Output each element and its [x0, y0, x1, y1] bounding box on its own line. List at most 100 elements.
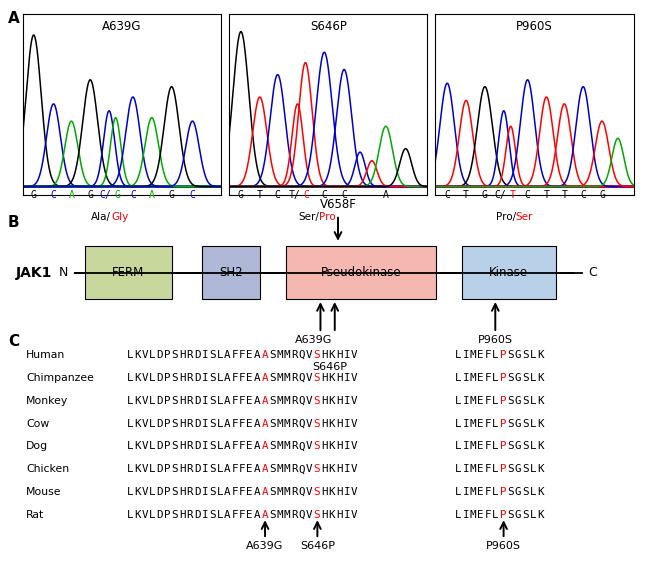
- Text: F: F: [239, 510, 246, 520]
- Text: A: A: [254, 510, 261, 520]
- Text: M: M: [284, 464, 290, 474]
- Text: V: V: [351, 373, 358, 383]
- Text: L: L: [530, 373, 536, 383]
- Text: M: M: [276, 510, 283, 520]
- Text: Q: Q: [299, 510, 305, 520]
- Text: G: G: [31, 190, 36, 200]
- Text: M: M: [276, 350, 283, 360]
- Text: I: I: [202, 373, 208, 383]
- Text: L: L: [216, 350, 223, 360]
- Text: C: C: [275, 190, 281, 200]
- Text: A: A: [254, 350, 261, 360]
- FancyBboxPatch shape: [462, 246, 556, 299]
- Text: K: K: [135, 373, 141, 383]
- Text: Q: Q: [299, 350, 305, 360]
- Text: K: K: [537, 441, 543, 451]
- Text: F: F: [239, 487, 246, 497]
- Text: M: M: [276, 418, 283, 429]
- Text: L: L: [127, 510, 133, 520]
- Text: C/: C/: [99, 190, 111, 200]
- Text: R: R: [291, 464, 298, 474]
- Text: R: R: [187, 395, 193, 406]
- Text: S: S: [507, 487, 514, 497]
- Text: H: H: [179, 373, 186, 383]
- Text: H: H: [179, 487, 186, 497]
- Text: M: M: [284, 487, 290, 497]
- Text: L: L: [455, 418, 461, 429]
- Text: S: S: [507, 373, 514, 383]
- Text: L: L: [530, 441, 536, 451]
- Text: E: E: [477, 510, 484, 520]
- Text: S: S: [523, 373, 529, 383]
- Text: L: L: [530, 350, 536, 360]
- Text: L: L: [493, 464, 499, 474]
- Text: A: A: [254, 487, 261, 497]
- Text: R: R: [187, 441, 193, 451]
- Text: A: A: [261, 395, 268, 406]
- Text: V: V: [142, 418, 148, 429]
- Text: H: H: [321, 487, 328, 497]
- Text: L: L: [455, 464, 461, 474]
- Text: L: L: [216, 464, 223, 474]
- Text: E: E: [477, 350, 484, 360]
- Text: P: P: [164, 350, 170, 360]
- Text: L: L: [530, 464, 536, 474]
- Text: P960S: P960S: [516, 20, 553, 33]
- Text: L: L: [455, 441, 461, 451]
- Text: I: I: [343, 350, 350, 360]
- Text: H: H: [336, 418, 343, 429]
- Text: M: M: [284, 441, 290, 451]
- Text: R: R: [187, 464, 193, 474]
- Text: V: V: [351, 418, 358, 429]
- Text: G: G: [168, 190, 175, 200]
- Text: F: F: [239, 373, 246, 383]
- Text: A: A: [224, 487, 231, 497]
- Text: V: V: [351, 350, 358, 360]
- Text: R: R: [291, 510, 298, 520]
- Text: I: I: [462, 373, 469, 383]
- Text: A: A: [224, 350, 231, 360]
- Text: M: M: [276, 487, 283, 497]
- Text: G: G: [599, 190, 605, 200]
- Text: F: F: [239, 350, 246, 360]
- Text: K: K: [135, 395, 141, 406]
- Text: S: S: [313, 464, 320, 474]
- Text: S: S: [507, 510, 514, 520]
- Text: S: S: [313, 350, 320, 360]
- Text: I: I: [202, 418, 208, 429]
- Text: S: S: [209, 395, 216, 406]
- Text: H: H: [336, 487, 343, 497]
- Text: G: G: [238, 190, 244, 200]
- Text: L: L: [216, 510, 223, 520]
- Text: A: A: [224, 418, 231, 429]
- Text: D: D: [194, 487, 200, 497]
- Text: V: V: [142, 395, 148, 406]
- Text: L: L: [530, 510, 536, 520]
- FancyBboxPatch shape: [286, 246, 436, 299]
- Text: R: R: [187, 510, 193, 520]
- Text: F: F: [231, 464, 238, 474]
- Text: A639G: A639G: [246, 541, 284, 552]
- Text: Q: Q: [299, 418, 305, 429]
- Text: K: K: [329, 395, 335, 406]
- Text: Kinase: Kinase: [489, 266, 528, 279]
- Text: A: A: [261, 487, 268, 497]
- Text: K: K: [537, 395, 543, 406]
- Text: D: D: [157, 441, 163, 451]
- Text: A: A: [254, 441, 261, 451]
- Text: V658F: V658F: [320, 198, 356, 211]
- Text: L: L: [493, 373, 499, 383]
- Text: R: R: [291, 441, 298, 451]
- Text: E: E: [246, 464, 253, 474]
- Text: D: D: [194, 350, 200, 360]
- Text: B: B: [8, 215, 20, 230]
- Text: F: F: [485, 350, 491, 360]
- Text: G: G: [515, 350, 521, 360]
- Text: F: F: [239, 395, 246, 406]
- Text: A: A: [261, 350, 268, 360]
- Text: H: H: [336, 464, 343, 474]
- Text: V: V: [351, 510, 358, 520]
- Text: L: L: [127, 418, 133, 429]
- Text: H: H: [336, 441, 343, 451]
- Text: G: G: [515, 418, 521, 429]
